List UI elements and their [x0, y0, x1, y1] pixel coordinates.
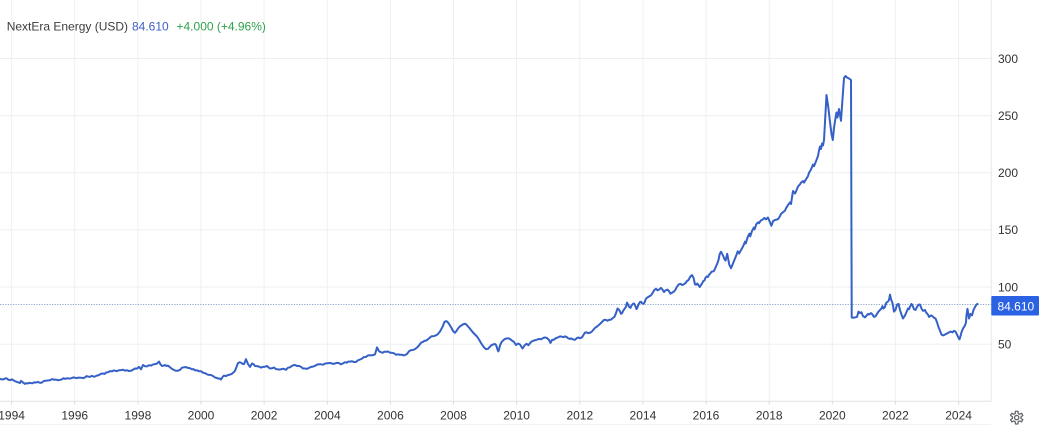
svg-text:250: 250	[998, 109, 1018, 123]
svg-text:+4.000 (+4.96%): +4.000 (+4.96%)	[177, 20, 266, 34]
svg-text:2012: 2012	[566, 409, 593, 423]
svg-text:2022: 2022	[882, 409, 909, 423]
svg-text:2018: 2018	[756, 409, 783, 423]
svg-text:50: 50	[998, 338, 1012, 352]
svg-text:84.610: 84.610	[132, 20, 169, 34]
svg-text:NextEra Energy (USD): NextEra Energy (USD)	[7, 20, 128, 34]
svg-text:2004: 2004	[314, 409, 341, 423]
svg-text:2024: 2024	[945, 409, 972, 423]
svg-text:1996: 1996	[61, 409, 88, 423]
svg-text:2020: 2020	[819, 409, 846, 423]
svg-text:150: 150	[998, 223, 1018, 237]
svg-text:200: 200	[998, 166, 1018, 180]
svg-text:2016: 2016	[693, 409, 720, 423]
svg-text:2014: 2014	[630, 409, 657, 423]
svg-text:1998: 1998	[125, 409, 152, 423]
svg-text:2000: 2000	[188, 409, 215, 423]
svg-text:2010: 2010	[503, 409, 530, 423]
svg-text:100: 100	[998, 280, 1018, 294]
svg-text:1994: 1994	[0, 409, 25, 423]
svg-text:84.610: 84.610	[998, 299, 1035, 313]
svg-text:2008: 2008	[440, 409, 467, 423]
svg-text:2002: 2002	[251, 409, 278, 423]
svg-text:2006: 2006	[377, 409, 404, 423]
svg-text:300: 300	[998, 52, 1018, 66]
